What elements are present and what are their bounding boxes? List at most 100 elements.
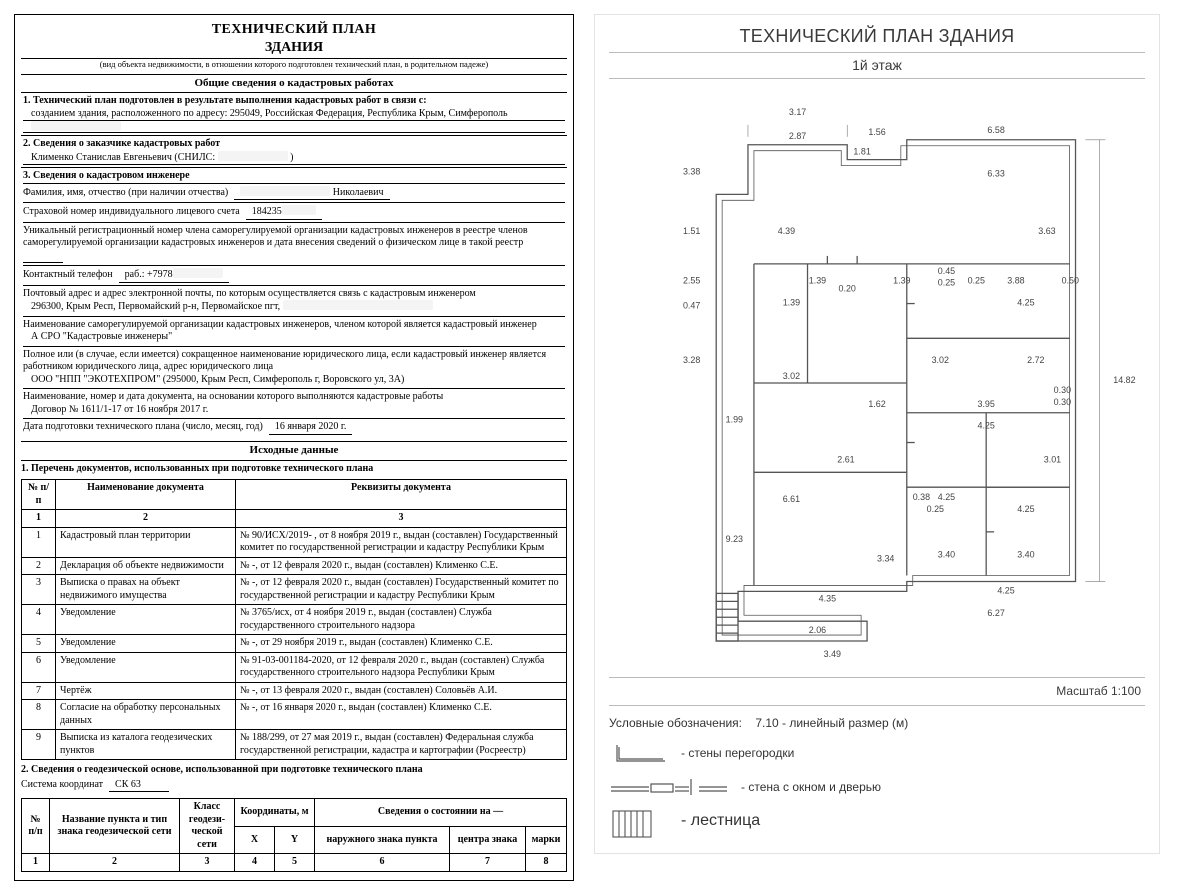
- floor-plan-page: ТЕХНИЧЕСКИЙ ПЛАН ЗДАНИЯ 1й этаж: [594, 14, 1160, 854]
- svg-text:4.25: 4.25: [938, 492, 955, 502]
- svg-text:0.50: 0.50: [1062, 276, 1079, 286]
- svg-text:0.25: 0.25: [927, 504, 944, 514]
- documents-table: № п/п Наименование документа Реквизиты д…: [21, 479, 567, 760]
- docs-col-req: Реквизиты документа: [236, 480, 567, 510]
- svg-text:3.17: 3.17: [789, 107, 806, 117]
- engineer-addr-label: Почтовый адрес и адрес электронной почты…: [23, 288, 565, 301]
- svg-text:4.25: 4.25: [1017, 298, 1034, 308]
- scale-label: Масштаб 1:100: [1056, 684, 1141, 699]
- svg-text:0.38: 0.38: [913, 492, 930, 502]
- geo-sys-value: СК 63: [109, 779, 169, 793]
- floor-plan-drawing: 3.17 2.87 1.56 1.81 6.58 3.38 6.33 1.51 …: [609, 83, 1145, 673]
- svg-text:3.88: 3.88: [1007, 276, 1024, 286]
- svg-text:3.40: 3.40: [1017, 550, 1034, 560]
- svg-text:2.06: 2.06: [809, 625, 826, 635]
- engineer-fio-label: Фамилия, имя, отчество (при наличии отче…: [23, 187, 228, 200]
- engineer-reg-label: Уникальный регистрационный номер члена с…: [23, 225, 528, 249]
- table-row: 5Уведомление№ -, от 29 ноября 2019 г., в…: [22, 635, 567, 653]
- legend-window-door-text: - стена с окном и дверью: [741, 780, 881, 795]
- engineer-phone-label: Контактный телефон: [23, 269, 113, 282]
- section-initial-data-title: Исходные данные: [21, 441, 567, 461]
- svg-text:0.47: 0.47: [683, 301, 700, 311]
- plan-date-value: 16 января 2020 г.: [269, 421, 353, 435]
- plan-date-label: Дата подготовки технического плана (числ…: [23, 421, 263, 434]
- svg-text:0.30: 0.30: [1054, 385, 1071, 395]
- item1-label: 1. Технический план подготовлен в резуль…: [23, 95, 565, 108]
- svg-text:1.62: 1.62: [868, 399, 885, 409]
- svg-text:2.55: 2.55: [683, 276, 700, 286]
- svg-text:4.25: 4.25: [1017, 504, 1034, 514]
- legend-wall-text: - стены перегородки: [681, 746, 794, 761]
- table-row: 4Уведомление№ 3765/исх, от 4 ноября 2019…: [22, 605, 567, 635]
- table-row: 1Кадастровый план территории№ 90/ИСХ/201…: [22, 527, 567, 557]
- main-title: ТЕХНИЧЕСКИЙ ПЛАН: [21, 21, 567, 39]
- svg-text:3.49: 3.49: [824, 649, 841, 659]
- svg-text:0.30: 0.30: [1054, 397, 1071, 407]
- engineer-fio-value: Николаевич: [234, 186, 389, 201]
- svg-text:3.34: 3.34: [877, 554, 894, 564]
- table-row: 7Чертёж№ -, от 13 февраля 2020 г., выдан…: [22, 682, 567, 700]
- svg-text:1.99: 1.99: [726, 415, 743, 425]
- geo-header: 2. Сведения о геодезической основе, испо…: [21, 759, 567, 779]
- engineer-snils-label: Страховой номер индивидуального лицевого…: [23, 206, 240, 219]
- docs-list-header: 1. Перечень документов, использованных п…: [21, 461, 567, 478]
- svg-text:4.25: 4.25: [997, 585, 1014, 595]
- svg-text:2.61: 2.61: [837, 454, 854, 464]
- svg-text:4.35: 4.35: [819, 593, 836, 603]
- title-note: (вид объекта недвижимости, в отношении к…: [21, 59, 567, 72]
- svg-text:3.02: 3.02: [932, 355, 949, 365]
- geo-sys-label: Система координат: [21, 779, 103, 792]
- svg-text:1.56: 1.56: [868, 127, 885, 137]
- table-row: 9Выписка из каталога геодезических пункт…: [22, 730, 567, 760]
- item1-text: созданием здания, расположенного по адре…: [23, 108, 565, 122]
- svg-text:1.51: 1.51: [683, 226, 700, 236]
- svg-text:3.63: 3.63: [1038, 226, 1055, 236]
- svg-text:3.95: 3.95: [977, 399, 994, 409]
- svg-text:14.82: 14.82: [1113, 375, 1135, 385]
- engineer-org-value: ООО "НПП "ЭКОТЕХПРОМ" (295000, Крым Респ…: [23, 374, 565, 387]
- legend-linear: 7.10 - линейный размер (м): [755, 716, 908, 730]
- docs-col-name: Наименование документа: [56, 480, 236, 510]
- engineer-reg-value: [23, 250, 63, 264]
- item2-text: Клименко Станислав Евгеньевич (СНИЛС: ): [23, 151, 565, 166]
- svg-text:6.33: 6.33: [987, 169, 1004, 179]
- svg-text:0.25: 0.25: [938, 278, 955, 288]
- engineer-sro-value: А СРО "Кадастровые инженеры": [23, 331, 565, 344]
- geodesy-table: № п/п Название пункта и тип знака геодез…: [21, 798, 567, 872]
- plan-title: ТЕХНИЧЕСКИЙ ПЛАН ЗДАНИЯ: [609, 25, 1145, 53]
- svg-text:6.61: 6.61: [783, 494, 800, 504]
- legend-stairs-text: - лестница: [681, 811, 760, 831]
- engineer-org-label: Полное или (в случае, если имеется) сокр…: [23, 349, 565, 374]
- engineer-addr-value: 296300, Крым Респ, Первомайский р-н, Пер…: [23, 300, 565, 314]
- engineer-doc-label: Наименование, номер и дата документа, на…: [23, 391, 565, 404]
- item3-label: 3. Сведения о кадастровом инженере: [23, 170, 565, 184]
- main-subtitle: ЗДАНИЯ: [21, 39, 567, 60]
- svg-text:4.39: 4.39: [778, 226, 795, 236]
- engineer-snils-value: 184235: [246, 205, 322, 220]
- svg-text:0.20: 0.20: [839, 284, 856, 294]
- svg-text:0.45: 0.45: [938, 266, 955, 276]
- engineer-phone-value: раб.: +7978: [119, 268, 229, 283]
- table-row: 8Согласие на обработку персональных данн…: [22, 700, 567, 730]
- svg-text:2.72: 2.72: [1027, 355, 1044, 365]
- svg-text:4.25: 4.25: [977, 421, 994, 431]
- svg-text:6.58: 6.58: [987, 125, 1004, 135]
- legend-window-door-icon: [609, 775, 729, 799]
- table-row: 2Декларация об объекте недвижимости№ -, …: [22, 557, 567, 575]
- legend-wall-icon: [609, 741, 669, 765]
- svg-text:3.01: 3.01: [1044, 454, 1061, 464]
- table-row: 6Уведомление№ 91-03-001184-2020, от 12 ф…: [22, 652, 567, 682]
- svg-text:3.40: 3.40: [938, 550, 955, 560]
- technical-plan-form: ТЕХНИЧЕСКИЙ ПЛАН ЗДАНИЯ (вид объекта нед…: [14, 14, 574, 881]
- svg-text:2.87: 2.87: [789, 131, 806, 141]
- svg-text:1.39: 1.39: [809, 276, 826, 286]
- legend-stairs-icon: [609, 809, 669, 833]
- section-general-title: Общие сведения о кадастровых работах: [21, 74, 567, 94]
- item2-label: 2. Сведения о заказчике кадастровых рабо…: [23, 138, 565, 151]
- svg-text:3.38: 3.38: [683, 167, 700, 177]
- legend-title: Условные обозначения:: [609, 716, 742, 730]
- engineer-doc-value: Договор № 1611/1-17 от 16 ноября 2017 г.: [23, 404, 565, 417]
- svg-text:1.39: 1.39: [783, 298, 800, 308]
- svg-text:0.25: 0.25: [968, 276, 985, 286]
- legend: Условные обозначения: 7.10 - линейный ра…: [609, 716, 1145, 833]
